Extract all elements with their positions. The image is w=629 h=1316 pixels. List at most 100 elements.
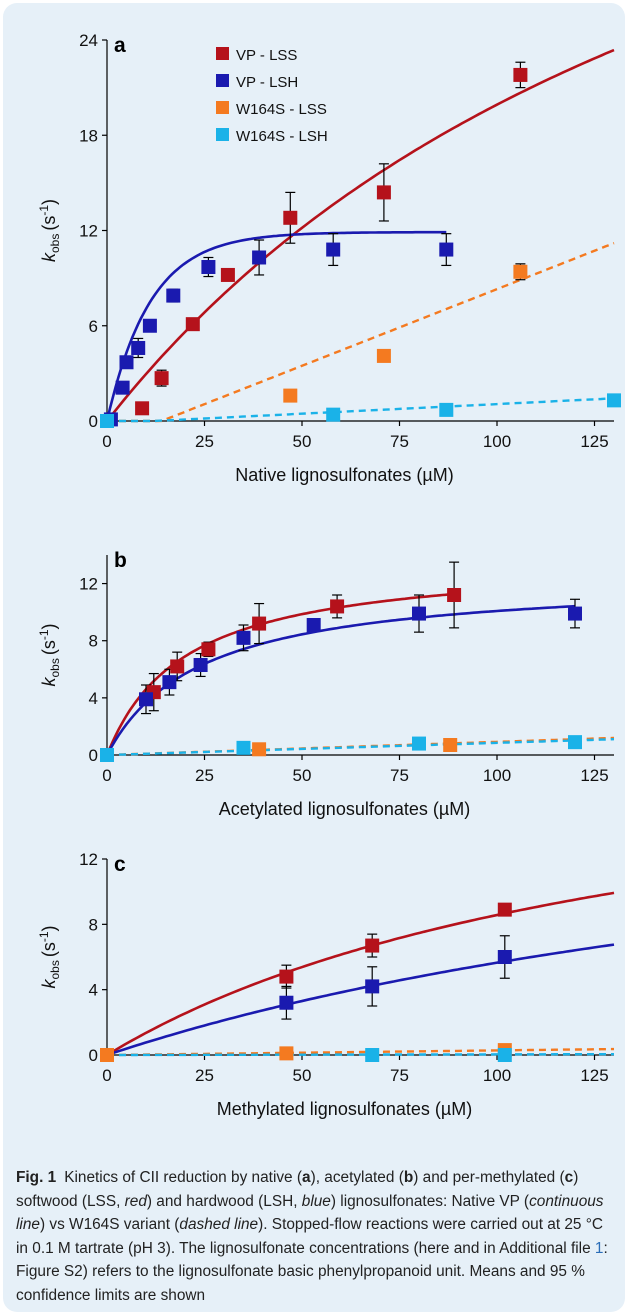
y-axis-title-close: ) bbox=[39, 199, 59, 205]
data-point bbox=[377, 349, 391, 363]
data-point bbox=[186, 317, 200, 331]
data-point bbox=[498, 1048, 512, 1062]
y-axis-title-unit: (s bbox=[39, 216, 59, 231]
data-point bbox=[279, 996, 293, 1010]
y-tick-label: 4 bbox=[89, 981, 98, 1000]
data-point bbox=[513, 265, 527, 279]
data-point bbox=[201, 260, 215, 274]
caption-text: ) vs W164S variant ( bbox=[40, 1216, 179, 1233]
y-tick-label: 6 bbox=[89, 317, 98, 336]
caption-blue: blue bbox=[302, 1193, 331, 1210]
y-axis-title-sub: obs bbox=[48, 658, 62, 677]
figure-caption: Fig. 1 Kinetics of CII reduction by nativ… bbox=[16, 1166, 616, 1308]
data-point bbox=[221, 268, 235, 282]
y-axis-title-unit: (s bbox=[39, 942, 59, 957]
x-tick-label: 0 bbox=[102, 766, 111, 785]
y-tick-label: 0 bbox=[89, 1046, 98, 1065]
data-point bbox=[155, 371, 169, 385]
data-point bbox=[116, 381, 130, 395]
data-point bbox=[166, 289, 180, 303]
x-axis-title: Methylated lignosulfonates (µM) bbox=[217, 1099, 473, 1119]
data-point bbox=[326, 243, 340, 257]
y-tick-label: 8 bbox=[89, 632, 98, 651]
caption-dashed: dashed line bbox=[179, 1216, 258, 1233]
data-point bbox=[447, 588, 461, 602]
y-axis-title-sub: obs bbox=[48, 960, 62, 979]
caption-panel-b: b bbox=[404, 1169, 413, 1186]
data-point bbox=[568, 735, 582, 749]
caption-text: ) lignosulfonates: Native VP ( bbox=[331, 1193, 529, 1210]
data-point bbox=[412, 607, 426, 621]
data-point bbox=[162, 675, 176, 689]
x-tick-label: 125 bbox=[580, 432, 608, 451]
data-point bbox=[607, 393, 621, 407]
x-tick-label: 50 bbox=[293, 432, 312, 451]
caption-text: Kinetics of CII reduction by native ( bbox=[64, 1169, 302, 1186]
data-point bbox=[170, 659, 184, 673]
data-point bbox=[279, 1046, 293, 1060]
x-tick-label: 75 bbox=[390, 432, 409, 451]
data-point bbox=[100, 414, 114, 428]
data-point bbox=[143, 319, 157, 333]
y-tick-label: 12 bbox=[79, 575, 98, 594]
y-axis-title: kobs (s-1) bbox=[37, 199, 62, 262]
legend-marker bbox=[216, 74, 229, 87]
y-tick-label: 8 bbox=[89, 915, 98, 934]
x-tick-label: 100 bbox=[483, 432, 511, 451]
y-axis-title-close: ) bbox=[39, 623, 59, 629]
data-point bbox=[194, 658, 208, 672]
legend-label: W164S - LSS bbox=[236, 101, 327, 118]
y-tick-label: 12 bbox=[79, 850, 98, 869]
data-point bbox=[279, 970, 293, 984]
data-point bbox=[237, 741, 251, 755]
y-axis-title-close: ) bbox=[39, 925, 59, 931]
data-point bbox=[568, 607, 582, 621]
legend-label: VP - LSH bbox=[236, 74, 298, 91]
fit-curve bbox=[107, 243, 614, 421]
panel-label: c bbox=[114, 853, 126, 876]
data-point bbox=[100, 1048, 114, 1062]
fit-curve bbox=[107, 739, 614, 755]
data-point bbox=[139, 692, 153, 706]
y-axis-title-sub: obs bbox=[48, 234, 62, 253]
panel-label: a bbox=[114, 34, 126, 57]
fit-curve bbox=[107, 232, 446, 421]
data-point bbox=[513, 68, 527, 82]
chart-panel-b: 048120 25 50 75 100 125bAcetylated lignosulfo… bbox=[37, 549, 614, 819]
y-axis-title: kobs (s-1) bbox=[37, 925, 62, 988]
data-point bbox=[439, 243, 453, 257]
caption-text: ) and hardwood (LSH, bbox=[147, 1193, 302, 1210]
x-tick-label: 75 bbox=[390, 1066, 409, 1085]
caption-panel-a: a bbox=[302, 1169, 311, 1186]
caption-fig-label: Fig. 1 bbox=[16, 1169, 56, 1186]
legend-marker bbox=[216, 128, 229, 141]
chart-panel-c: 048120 25 50 75 100 125cMethylated lignosulfo… bbox=[37, 850, 614, 1119]
data-point bbox=[330, 599, 344, 613]
data-point bbox=[365, 1048, 379, 1062]
data-point bbox=[100, 748, 114, 762]
x-axis-title: Acetylated lignosulfonates (µM) bbox=[219, 799, 471, 819]
caption-panel-c: c bbox=[565, 1169, 574, 1186]
data-point bbox=[252, 617, 266, 631]
x-tick-label: 50 bbox=[293, 766, 312, 785]
y-axis-title-sup: -1 bbox=[37, 205, 51, 216]
y-axis-title-sup: -1 bbox=[37, 931, 51, 942]
x-tick-label: 100 bbox=[483, 1066, 511, 1085]
x-axis-title: Native lignosulfonates (µM) bbox=[235, 465, 453, 485]
x-tick-label: 25 bbox=[195, 432, 214, 451]
data-point bbox=[252, 250, 266, 264]
data-point bbox=[283, 389, 297, 403]
data-point bbox=[201, 642, 215, 656]
x-tick-label: 100 bbox=[483, 766, 511, 785]
x-tick-label: 75 bbox=[390, 766, 409, 785]
fit-curve bbox=[107, 398, 614, 421]
x-tick-label: 125 bbox=[580, 1066, 608, 1085]
data-point bbox=[365, 939, 379, 953]
x-tick-label: 25 bbox=[195, 1066, 214, 1085]
data-point bbox=[131, 341, 145, 355]
caption-red: red bbox=[125, 1193, 147, 1210]
y-tick-label: 12 bbox=[79, 222, 98, 241]
y-tick-label: 18 bbox=[79, 126, 98, 145]
data-point bbox=[443, 738, 457, 752]
data-point bbox=[412, 737, 426, 751]
